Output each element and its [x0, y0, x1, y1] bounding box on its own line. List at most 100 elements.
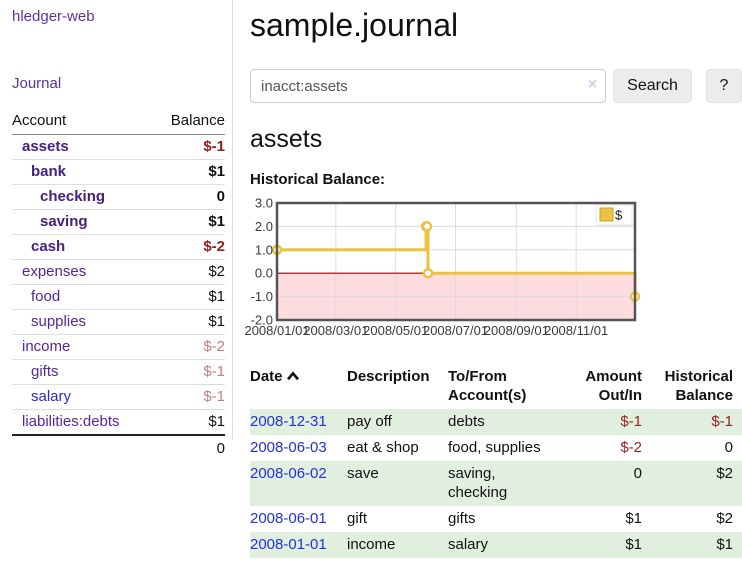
legend-swatch — [599, 207, 614, 222]
x-tick-label: 2008/11/01 — [544, 323, 608, 338]
account-balance: $1 — [153, 159, 225, 185]
x-tick-label: 2008/03/01 — [303, 323, 368, 338]
account-row-cash: cash $-2 — [12, 234, 225, 260]
app-brand-link[interactable]: hledger-web — [12, 8, 95, 25]
sidebar: hledger-web Journal Account Balance asse… — [0, 0, 233, 461]
account-link[interactable]: bank — [31, 163, 67, 180]
register-row: 2008-12-31 pay off debts $-1 $-1 — [250, 409, 742, 435]
date-column-header[interactable]: Date — [250, 364, 347, 409]
account-row-income: income $-2 — [12, 334, 225, 360]
balance-chart-svg: 3.0 2.0 1.0 0.0 -1.0 -2.02008/01/012008/03/01… — [244, 196, 641, 338]
account-balance: $1 — [153, 284, 225, 310]
x-tick-label: 2008/09/01 — [484, 323, 549, 338]
y-tick-label: -2.0 — [251, 313, 273, 328]
transaction-description: pay off — [347, 413, 392, 430]
account-link[interactable]: expenses — [22, 263, 87, 280]
account-link[interactable]: gifts — [31, 363, 59, 380]
account-balance: $-2 — [153, 334, 225, 360]
transaction-balance: 0 — [724, 439, 733, 456]
legend-label: $ — [615, 208, 623, 223]
account-link[interactable]: assets — [22, 138, 69, 155]
register-row: 2008-06-01 gift gifts $1 $2 — [250, 506, 742, 532]
account-row-salary: salary $-1 — [12, 384, 225, 410]
account-row-expenses: expenses $2 — [12, 259, 225, 285]
transaction-accounts: gifts — [448, 510, 476, 527]
account-heading: assets — [250, 125, 323, 153]
chart-legend: $ — [595, 204, 633, 226]
account-link[interactable]: supplies — [31, 313, 87, 330]
accounts-column-header: To/From Account(s) — [448, 368, 527, 404]
transaction-date-link[interactable]: 2008-06-03 — [250, 439, 327, 456]
account-balance-table: Account Balance assets $-1 bank $1 check… — [12, 108, 225, 461]
y-tick-label: 1.0 — [255, 242, 273, 257]
transaction-accounts: salary — [448, 536, 489, 553]
transaction-balance: $-1 — [711, 413, 733, 430]
transaction-description: gift — [347, 510, 368, 527]
account-balance: 0 — [153, 184, 225, 210]
transaction-balance: $1 — [716, 536, 733, 553]
account-balance: $-1 — [153, 384, 225, 410]
account-link[interactable]: liabilities:debts — [22, 413, 120, 430]
y-tick-label: 0.0 — [255, 266, 273, 281]
sidebar-item-journal[interactable]: Journal — [12, 75, 62, 92]
account-row-food: food $1 — [12, 284, 225, 310]
transaction-date-link[interactable]: 2008-01-01 — [250, 536, 327, 553]
description-column-header: Description — [347, 368, 430, 385]
transaction-balance: $2 — [716, 465, 733, 482]
account-link[interactable]: food — [31, 288, 61, 305]
account-table-header: Account Balance — [12, 108, 225, 135]
data-point-marker — [422, 267, 434, 279]
transaction-date-link[interactable]: 2008-06-01 — [250, 510, 327, 527]
account-row-assets: assets $-1 — [12, 134, 225, 160]
account-link[interactable]: saving — [40, 213, 88, 230]
transaction-description: eat & shop — [347, 439, 419, 456]
account-row-bank: bank $1 — [12, 159, 225, 185]
account-link[interactable]: cash — [31, 238, 66, 255]
chart-label: Historical Balance: — [250, 171, 386, 188]
y-tick-label: 3.0 — [255, 196, 273, 211]
data-point-marker — [421, 221, 433, 232]
transaction-date-link[interactable]: 2008-06-02 — [250, 465, 327, 482]
transaction-description: income — [347, 536, 396, 553]
transaction-balance: $2 — [716, 510, 733, 527]
account-balance: $1 — [153, 209, 225, 235]
plot-border — [275, 201, 637, 322]
search-form: × Search ? — [250, 69, 742, 103]
account-link[interactable]: checking — [40, 188, 106, 205]
transaction-accounts: debts — [448, 413, 485, 430]
search-input[interactable] — [250, 69, 607, 103]
help-button[interactable]: ? — [705, 69, 742, 103]
sort-ascending-icon — [286, 367, 300, 386]
account-row-gifts: gifts $-1 — [12, 359, 225, 385]
account-row-saving: saving $1 — [12, 209, 225, 235]
account-column-header: Account — [12, 108, 154, 135]
transaction-date-link[interactable]: 2008-12-31 — [250, 413, 327, 430]
x-tick-label: 2008/01/01 — [244, 323, 309, 338]
account-row-liabilities-debts: liabilities:debts $1 — [12, 409, 225, 436]
account-balance: $2 — [153, 259, 225, 285]
transaction-description: save — [347, 465, 379, 482]
account-row-supplies: supplies $1 — [12, 309, 225, 335]
transaction-amount: $-2 — [620, 439, 642, 456]
transaction-amount: 0 — [633, 465, 642, 482]
x-tick-label: 2008/07/01 — [423, 323, 488, 338]
balance-column-header: Historical Balance — [664, 368, 733, 404]
search-button[interactable]: Search — [613, 69, 692, 103]
clear-search-icon[interactable]: × — [587, 76, 598, 93]
account-balance: $1 — [153, 309, 225, 335]
journal-title: sample.journal — [250, 7, 459, 43]
account-link[interactable]: income — [22, 338, 71, 355]
register-header-row: Date Description To/From Account(s) Amou… — [250, 364, 742, 409]
account-balance: $-2 — [153, 234, 225, 260]
transaction-amount: $-1 — [620, 413, 642, 430]
account-balance: $1 — [153, 409, 225, 436]
account-row-checking: checking 0 — [12, 184, 225, 210]
register-table: Date Description To/From Account(s) Amou… — [250, 364, 742, 558]
amount-column-header: Amount Out/In — [585, 368, 642, 404]
account-balance: $-1 — [153, 134, 225, 160]
transaction-amount: $1 — [625, 510, 642, 527]
account-link[interactable]: salary — [31, 388, 72, 405]
total-balance: 0 — [153, 434, 225, 461]
register-row: 2008-06-03 eat & shop food, supplies $-2… — [250, 435, 742, 461]
historical-balance-chart: 3.0 2.0 1.0 0.0 -1.0 -2.0 2008/01/01 2008/03/01… — [244, 196, 742, 341]
